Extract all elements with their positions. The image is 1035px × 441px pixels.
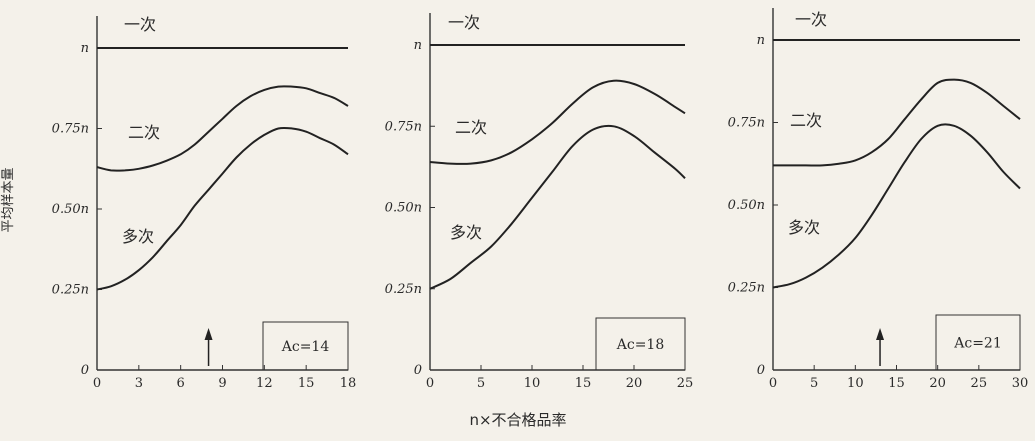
y-tick-label: 0.50n (728, 198, 765, 213)
x-axis-title: n×不合格品率 (469, 411, 566, 429)
annotation-label: Ac=21 (953, 336, 1002, 352)
y-tick-label: n (757, 33, 765, 48)
x-tick-label: 10 (524, 376, 541, 391)
series-label: 一次 (124, 15, 156, 34)
series-line-2 (96, 85, 349, 172)
y-tick-label: 0.50n (385, 201, 422, 216)
x-tick-label: 9 (218, 376, 226, 391)
series-label: 多次 (122, 227, 154, 246)
series-label: 一次 (795, 10, 827, 29)
y-tick-label: 0.75n (728, 116, 765, 131)
y-tick-label: 0.50n (52, 202, 89, 217)
y-tick-label: 0.75n (385, 119, 422, 134)
y-tick-label: n (414, 38, 422, 53)
y-tick-label: 0.25n (52, 283, 89, 298)
series-label: 多次 (788, 218, 820, 237)
x-tick-label: 5 (477, 376, 485, 391)
annotation-box (262, 321, 349, 371)
x-tick-label: 0 (93, 376, 101, 391)
x-tick-label: 20 (929, 376, 946, 391)
x-tick-label: 20 (626, 376, 643, 391)
y-axis-title: 平均样本量 (1, 167, 16, 232)
y-tick-label: n (81, 41, 89, 56)
y-tick-label: 0 (81, 363, 89, 378)
series-label: 二次 (128, 123, 160, 142)
x-tick-label: 15 (888, 376, 905, 391)
annotation-box (935, 314, 1021, 371)
x-tick-label: 6 (177, 376, 185, 391)
y-tick-label: 0.75n (52, 122, 89, 137)
series-label: 一次 (448, 13, 480, 32)
series-line-3 (429, 124, 686, 290)
series-line-3 (96, 126, 349, 291)
x-tick-label: 25 (971, 376, 988, 391)
x-tick-label: 18 (340, 376, 357, 391)
x-tick-label: 0 (426, 376, 434, 391)
x-tick-label: 3 (135, 376, 143, 391)
y-tick-label: 0.25n (728, 281, 765, 296)
arrow-head (876, 328, 885, 340)
annotation-label: Ac=14 (281, 339, 330, 355)
series-line-3 (772, 123, 1021, 289)
x-tick-label: 15 (298, 376, 315, 391)
series-label: 二次 (790, 111, 822, 130)
x-tick-label: 15 (575, 376, 592, 391)
annotation-label: Ac=18 (616, 337, 665, 353)
series-line-2 (773, 78, 1021, 167)
series-label: 二次 (455, 118, 487, 137)
series-line-2 (429, 79, 686, 165)
y-tick-label: 0 (757, 363, 765, 378)
y-tick-label: 0.25n (385, 282, 422, 297)
x-tick-label: 12 (256, 376, 273, 391)
y-tick-label: 0 (414, 363, 422, 378)
x-tick-label: 5 (810, 376, 818, 391)
x-tick-label: 25 (677, 376, 694, 391)
x-tick-label: 30 (1012, 376, 1029, 391)
annotation-box (595, 317, 686, 371)
series-label: 多次 (450, 223, 482, 242)
x-tick-label: 0 (769, 376, 777, 391)
arrow-head (204, 328, 213, 340)
x-tick-label: 10 (847, 376, 864, 391)
